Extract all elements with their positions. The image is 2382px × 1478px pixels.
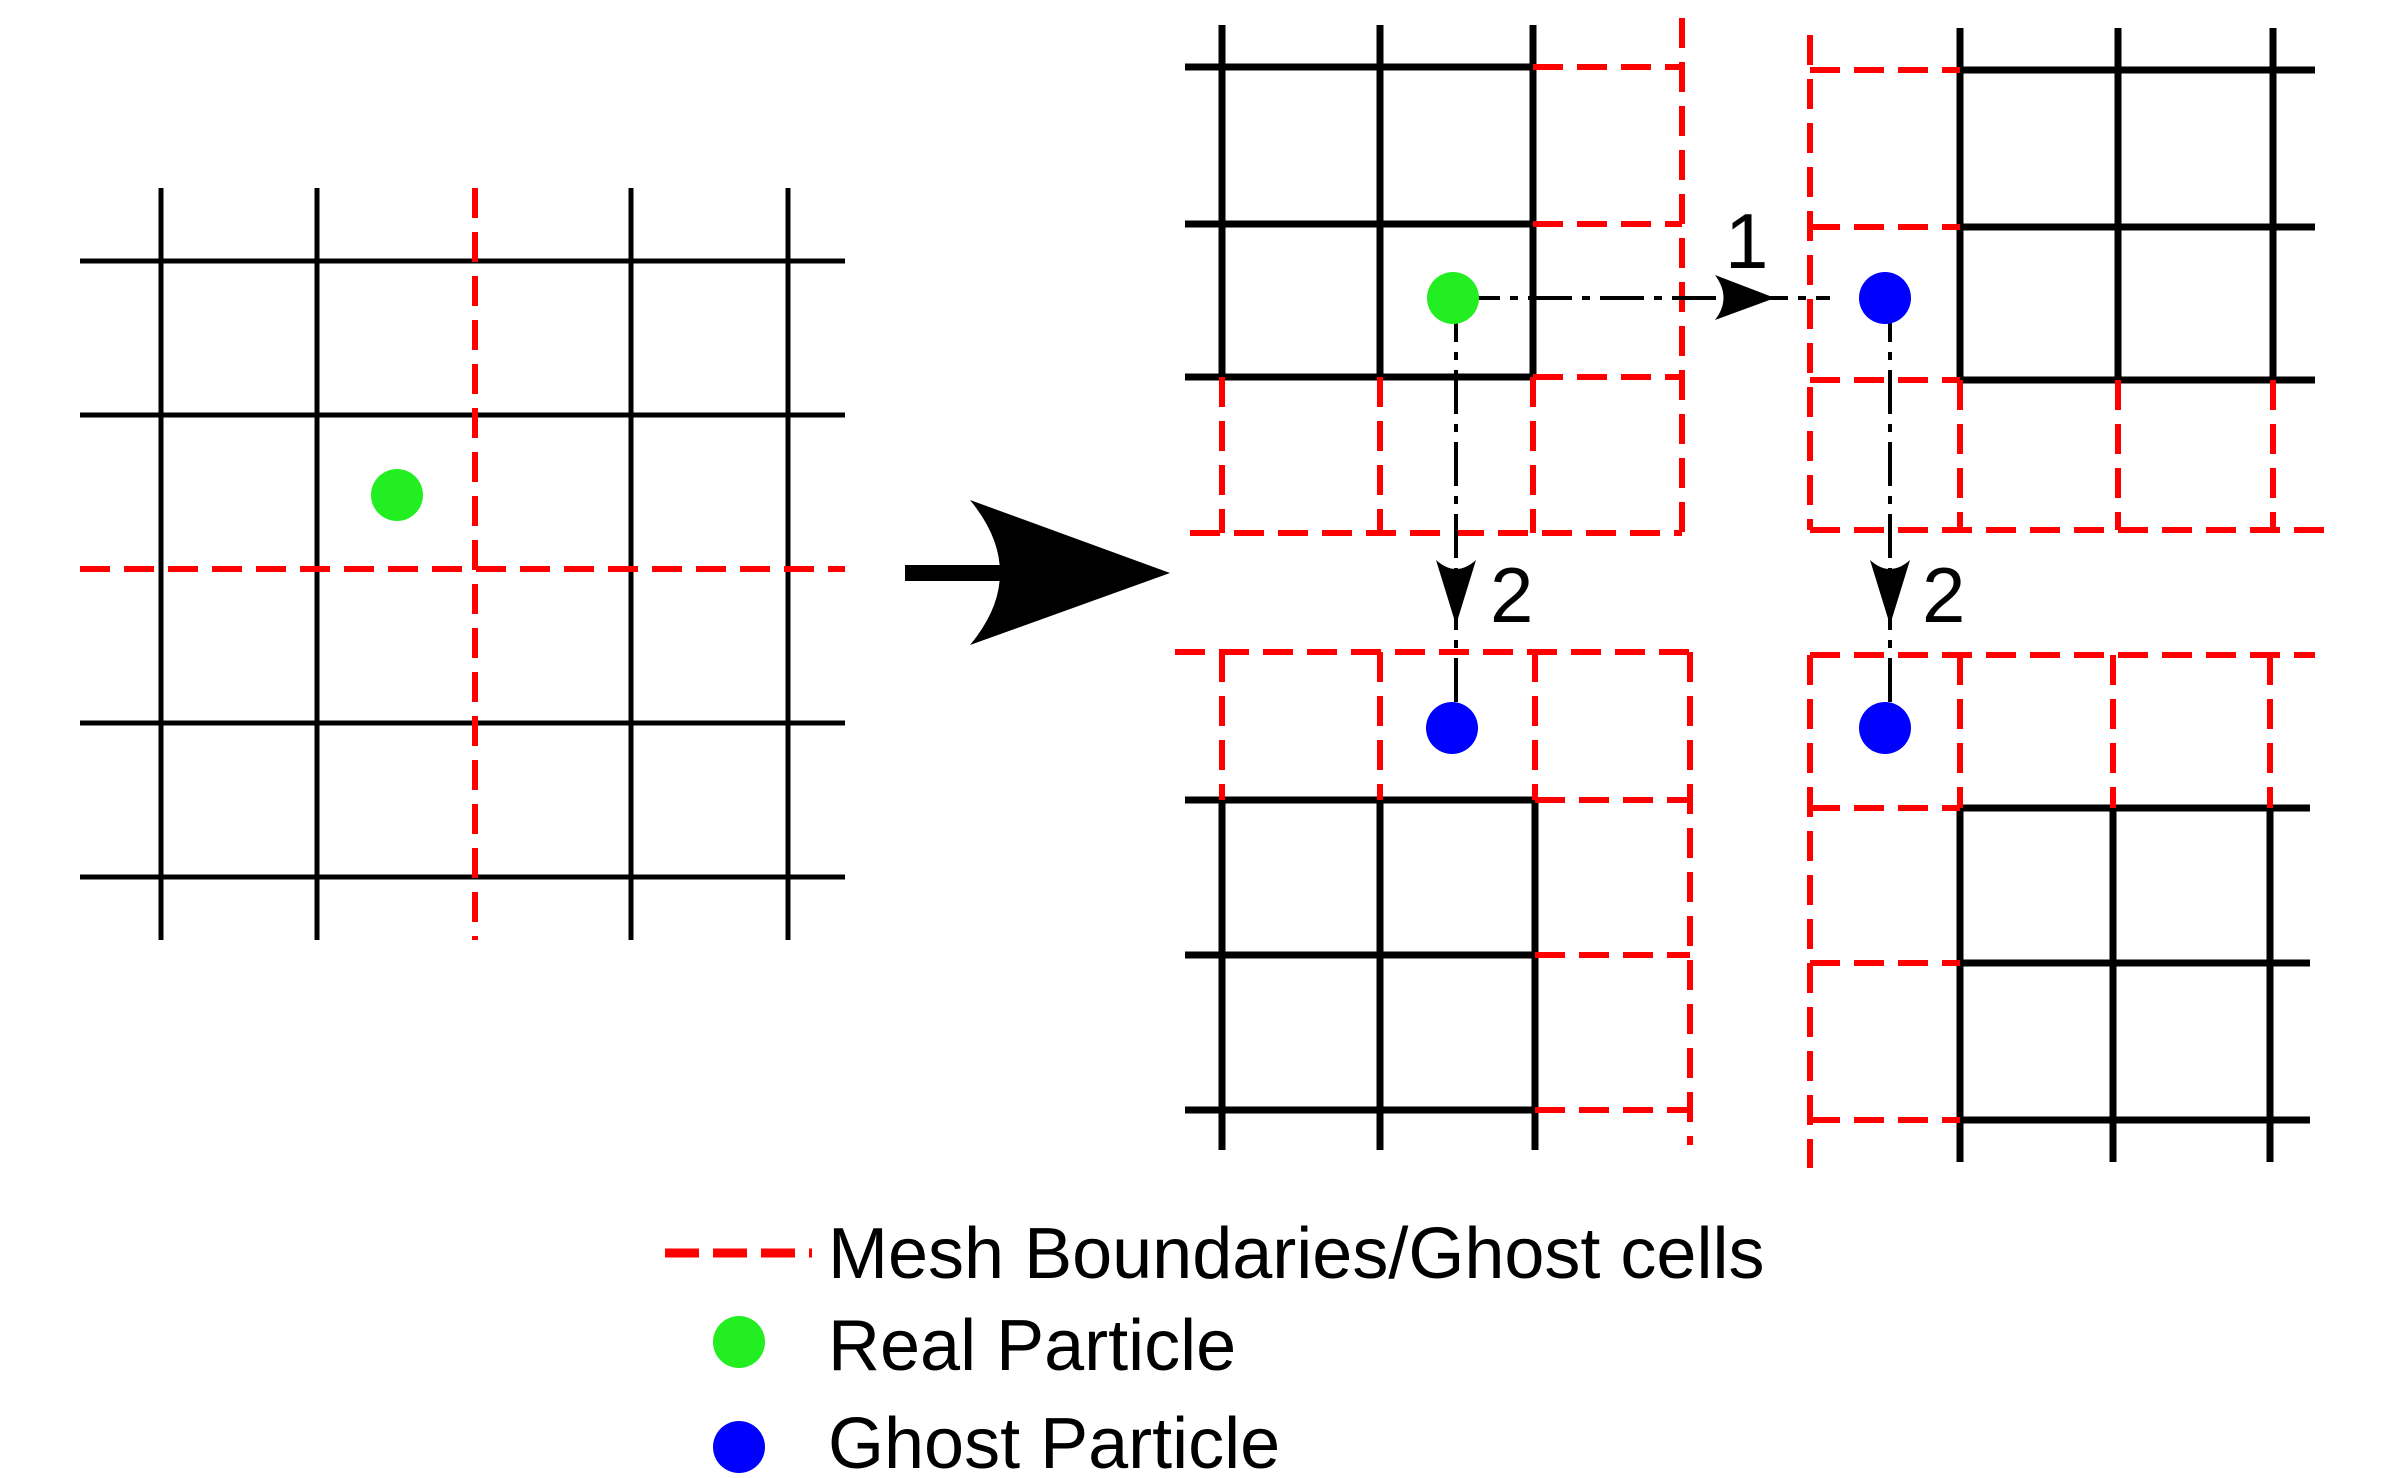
transfer-labels: 1 2 2 [1490,197,1965,639]
submesh-bottom-left [1175,649,1693,1150]
blue-dot-icon [713,1421,765,1473]
source-mesh [80,188,845,940]
submesh-bottom-right [1807,652,2315,1168]
arrowhead-down-icon [1870,560,1910,625]
legend-boundary-label: Mesh Boundaries/Ghost cells [828,1214,1764,1294]
legend-ghost-label: Ghost Particle [828,1404,1280,1478]
submesh-top-left-ghost-cells [1190,18,1685,536]
submesh-top-right-grid [1956,28,2315,384]
step-label: 1 [1725,197,1768,285]
arrowhead-down-icon [1436,560,1476,625]
ghost-particle [1859,272,1911,324]
submesh-bottom-right-ghost-cells [1807,652,2315,1168]
submesh-top-left [1185,18,1685,536]
source-grid-lines [80,188,845,940]
real-particle [371,469,423,521]
submesh-bottom-left-grid [1185,796,1539,1150]
real-particle [1427,272,1479,324]
transfer-arrowheads [1436,275,1910,625]
arrowhead-right-icon [1715,275,1775,320]
source-mesh-boundary [80,188,845,940]
legend: Mesh Boundaries/Ghost cells Real Particl… [665,1214,1764,1478]
legend-real-label: Real Particle [828,1306,1236,1386]
decomposed-particles [1426,272,1911,754]
ghost-particle [1859,702,1911,754]
submesh-top-right-ghost-cells [1807,35,2325,533]
submesh-top-left-grid [1185,25,1537,381]
submesh-top-right [1807,28,2325,533]
step-label: 2 [1490,551,1533,639]
green-dot-icon [713,1316,765,1368]
step-label: 2 [1922,551,1965,639]
submesh-bottom-left-ghost-cells [1175,649,1693,1145]
ghost-particle [1426,702,1478,754]
submesh-bottom-right-grid [1956,804,2310,1162]
decomposition-arrow-icon [905,500,1170,645]
